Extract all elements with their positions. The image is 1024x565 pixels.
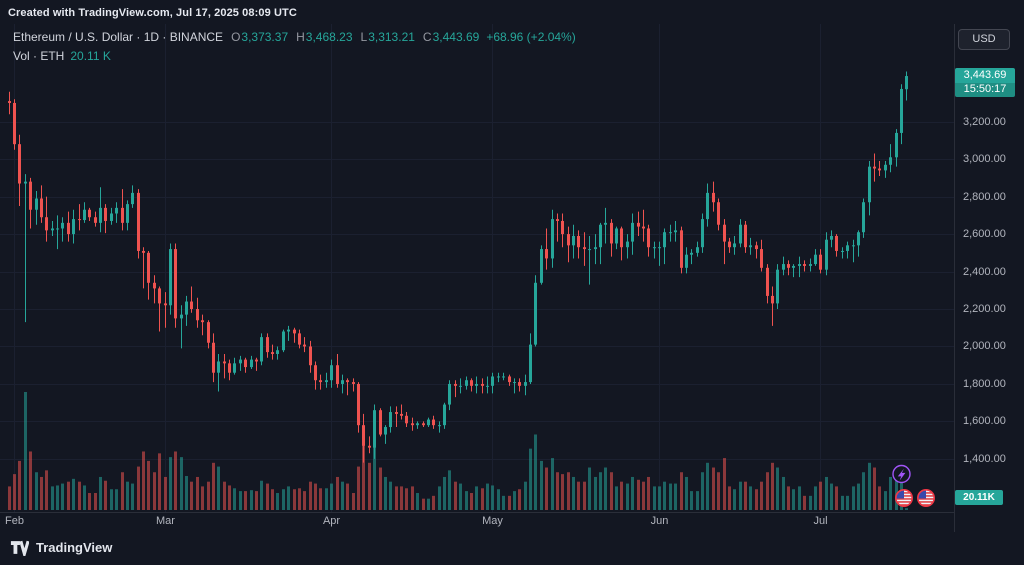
created-with-note: Created with TradingView.com, Jul 17, 20… xyxy=(8,7,297,19)
price-axis-label: 1,400.00 xyxy=(963,452,1006,465)
volume-axis-badge: 20.11K xyxy=(955,490,1003,505)
price-axis-label: 1,600.00 xyxy=(963,414,1006,427)
close-label: C xyxy=(422,30,432,44)
open-value: 3,373.37 xyxy=(241,30,289,44)
price-axis-label: 2,800.00 xyxy=(963,190,1006,203)
change-value: +68.96 (+2.04%) xyxy=(486,30,576,44)
low-value: 3,313.21 xyxy=(368,30,415,44)
price-axis-label: 3,200.00 xyxy=(963,115,1006,128)
bar-countdown: 15:50:17 xyxy=(955,83,1015,97)
last-price-badge: 3,443.69 15:50:17 xyxy=(955,68,1015,97)
close-value: 3,443.69 xyxy=(432,30,480,44)
high-label: H xyxy=(296,30,305,44)
time-scale[interactable]: Feb Mar Apr May Jun Jul xyxy=(0,512,954,532)
time-axis-label: Apr xyxy=(322,515,341,527)
time-axis-label: May xyxy=(482,515,503,527)
open-label: O xyxy=(231,30,241,44)
legend-row-volume: Vol · ETH 20.11 K xyxy=(13,49,576,63)
time-axis-label: Jul xyxy=(813,515,828,527)
time-axis-label: Mar xyxy=(156,515,175,527)
time-axis-label: Feb xyxy=(5,515,24,527)
volume-label: Vol · ETH xyxy=(13,49,65,63)
price-axis-label: 2,400.00 xyxy=(963,265,1006,278)
price-axis-label: 2,000.00 xyxy=(963,339,1006,352)
legend-row-symbol: Ethereum / U.S. Dollar · 1D · BINANCE O3,… xyxy=(13,30,576,44)
price-axis-label: 3,000.00 xyxy=(963,152,1006,165)
currency-toggle-button[interactable]: USD xyxy=(958,29,1010,50)
symbol-title[interactable]: Ethereum / U.S. Dollar · 1D · BINANCE xyxy=(13,30,224,44)
high-value: 3,468.23 xyxy=(305,30,353,44)
tradingview-logo-icon xyxy=(10,540,29,556)
price-axis-label: 2,200.00 xyxy=(963,302,1006,315)
low-label: L xyxy=(360,30,368,44)
price-axis-label: 1,800.00 xyxy=(963,377,1006,390)
tradingview-brand-text: TradingView xyxy=(36,540,113,555)
time-axis-label: Jun xyxy=(650,515,669,527)
volume-value: 20.11 K xyxy=(70,49,111,63)
last-price-value: 3,443.69 xyxy=(955,68,1015,83)
price-axis-label: 2,600.00 xyxy=(963,227,1006,240)
tradingview-attribution[interactable]: TradingView xyxy=(10,539,112,556)
symbol-legend: Ethereum / U.S. Dollar · 1D · BINANCE O3,… xyxy=(13,30,576,63)
price-scale[interactable]: 3,200.00 3,000.00 2,800.00 2,600.00 2,400.00… xyxy=(956,0,1024,532)
